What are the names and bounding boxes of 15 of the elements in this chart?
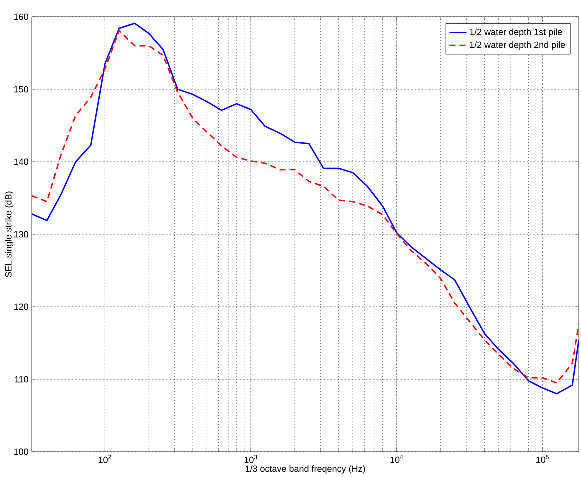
x-tick-label: 10$^{3}$ [244, 455, 258, 464]
y-tick-label: 100 [14, 448, 28, 456]
y-tick-label: 150 [14, 86, 28, 93]
x-axis-title: 1/3 octave band freqency (Hz) [246, 466, 366, 474]
y-tick-label: 140 [14, 158, 28, 166]
y-tick-label: 130 [14, 231, 28, 238]
x-tick-label: 10$^{2}$ [98, 455, 112, 464]
y-tick-label: 160 [14, 14, 28, 20]
legend-label: 1/2 water depth 2nd pile [470, 42, 566, 50]
y-tick-label: 110 [15, 376, 28, 383]
x-tick-label: 10$^{4}$ [390, 455, 404, 464]
legend-label: 1/2 water depth 1st pile [470, 28, 562, 38]
x-tick-label: 10$^{5}$ [536, 455, 550, 464]
y-axis-title: SEL single strike (dB) [5, 192, 14, 278]
y-tick-label: 120 [14, 304, 28, 310]
